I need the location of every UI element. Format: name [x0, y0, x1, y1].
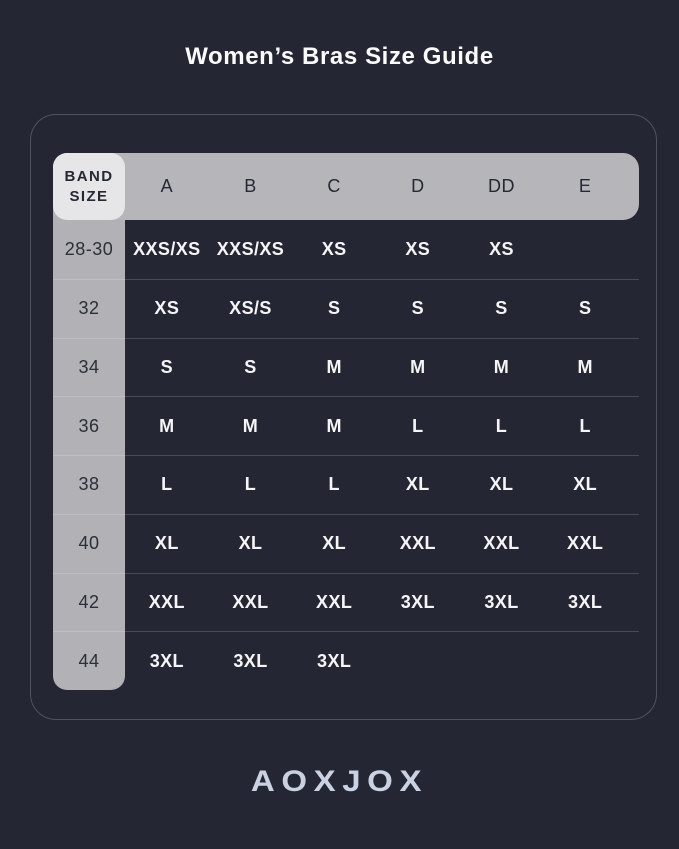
cup-size-value-cell: S	[578, 298, 592, 319]
band-size-cell: 34	[78, 356, 100, 377]
cup-size-value-cell: S	[411, 298, 425, 319]
table-row: 32 XS XS/S S S S S	[53, 278, 639, 338]
cup-size-value-cell: L	[328, 474, 340, 495]
cup-size-value-cell: XL	[322, 533, 347, 554]
cup-size-value-cell: L	[244, 474, 257, 495]
cup-size-value-cell: 3XL	[149, 650, 184, 671]
cup-size-value-cell: XXL	[483, 533, 520, 554]
cup-size-column-header: D	[411, 176, 425, 196]
cup-size-value-cell: 3XL	[400, 591, 435, 612]
cup-size-value-cell: M	[577, 356, 593, 377]
row-values: XXS/XS XXS/XS XS XS XS	[125, 220, 639, 279]
cup-size-value-cell: XXL	[232, 591, 269, 612]
page-title: Women’s Bras Size Guide	[185, 43, 494, 70]
cup-size-value-cell: 3XL	[317, 650, 352, 671]
cup-size-value-cell: L	[579, 415, 591, 436]
band-size-cell: 38	[78, 474, 100, 495]
cup-size-value-cell: XS	[321, 238, 347, 259]
cup-size-value-cell: L	[161, 474, 173, 495]
row-values: 3XL 3XL 3XL	[125, 632, 639, 690]
cup-size-column-header: B	[244, 176, 257, 196]
row-values: XS XS/S S S S S	[125, 280, 639, 338]
cup-size-value-cell: XXL	[148, 591, 185, 612]
cup-size-value-cell: XL	[405, 474, 430, 495]
cup-size-value-cell: XXL	[316, 591, 353, 612]
cup-size-value-cell: S	[495, 298, 508, 319]
cup-size-value-cell: M	[410, 356, 426, 377]
cup-size-header-group: A B C D DD E	[125, 153, 639, 220]
band-size-cell: 44	[78, 650, 100, 671]
cup-size-value-cell: XXL	[399, 533, 436, 554]
cup-size-value-cell: XXS/XS	[133, 238, 201, 259]
table-row: 28-30 XXS/XS XXS/XS XS XS XS	[53, 220, 639, 279]
cup-size-value-cell: XS/S	[229, 298, 272, 319]
cup-size-value-cell: L	[412, 415, 424, 436]
cup-size-value-cell: 3XL	[568, 591, 603, 612]
band-size-column-background	[53, 153, 125, 690]
cup-size-value-cell: M	[493, 356, 510, 377]
cup-size-column-header: E	[578, 176, 592, 196]
row-values: L L L XL XL XL	[125, 456, 639, 514]
table-row: 40 XL XL XL XXL XXL XXL	[53, 513, 639, 573]
band-size-cell: 40	[78, 533, 100, 554]
cup-size-value-cell: M	[326, 356, 342, 377]
cup-size-value-cell: M	[326, 415, 342, 436]
cup-size-value-cell: S	[327, 298, 341, 319]
cup-size-value-cell: XL	[573, 474, 598, 495]
table-row: 38 L L L XL XL XL	[53, 455, 639, 514]
table-header-row: BAND SIZE A B C D DD E	[53, 153, 639, 220]
cup-size-value-cell: XL	[154, 533, 179, 554]
cup-size-value-cell: XXL	[567, 533, 604, 554]
cup-size-value-cell: M	[242, 415, 259, 436]
cup-size-column-header: DD	[487, 176, 515, 196]
brand-logo: AOXJOX	[250, 765, 429, 798]
band-size-cell: 36	[78, 415, 100, 436]
cup-size-value-cell: M	[159, 415, 175, 436]
cup-size-value-cell: 3XL	[233, 650, 268, 671]
cup-size-value-cell: L	[495, 415, 508, 436]
size-table: BAND SIZE A B C D DD E 28-30 XXS/XS XXS/XS XS XS X…	[53, 153, 639, 690]
cup-size-value-cell: XL	[489, 474, 514, 495]
row-values: XL XL XL XXL XXL XXL	[125, 515, 639, 573]
band-size-header-label: BAND SIZE	[64, 168, 114, 205]
table-row: 42 XXL XXL XXL 3XL 3XL 3XL	[53, 572, 639, 632]
size-table-panel: BAND SIZE A B C D DD E 28-30 XXS/XS XXS/XS XS XS X…	[30, 114, 657, 720]
table-row: 36 M M M L L L	[53, 396, 639, 455]
cup-size-value-cell: XS	[405, 238, 431, 259]
row-values: XXL XXL XXL 3XL 3XL 3XL	[125, 574, 639, 632]
cup-size-value-cell: S	[160, 356, 174, 377]
cup-size-value-cell: XS	[154, 298, 180, 319]
cup-size-column-header: A	[160, 176, 174, 196]
cup-size-value-cell: XL	[238, 533, 263, 554]
cup-size-value-cell: 3XL	[484, 591, 519, 612]
band-size-header-cell: BAND SIZE	[53, 153, 125, 220]
table-body: 28-30 XXS/XS XXS/XS XS XS XS 32 XS XS/S S S S S 34 S S M…	[53, 220, 639, 690]
table-row: 44 3XL 3XL 3XL	[53, 631, 639, 690]
cup-size-column-header: C	[327, 176, 341, 196]
cup-size-value-cell: XS	[489, 238, 514, 259]
band-size-cell: 42	[78, 591, 100, 612]
band-size-cell: 28-30	[64, 238, 114, 259]
table-row: 34 S S M M M M	[53, 337, 639, 397]
band-size-cell: 32	[78, 298, 100, 319]
cup-size-value-cell: XXS/XS	[216, 238, 285, 259]
cup-size-value-cell: S	[244, 356, 257, 377]
